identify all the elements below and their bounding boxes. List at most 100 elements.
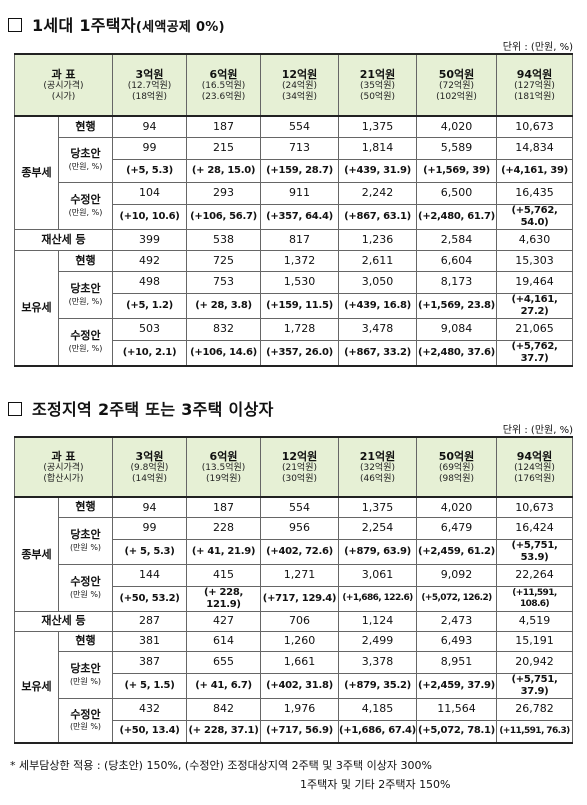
value-cell: 228 — [186, 516, 261, 540]
header-col-sub2: (14억원) — [131, 473, 168, 484]
delta-cell: (+11,591, 108.6) — [496, 585, 573, 612]
delta-cell: (+402, 72.6) — [260, 538, 339, 565]
delta-cell: (+ 228, 37.1) — [186, 719, 261, 744]
header-label-sub1: (공시가격) — [43, 462, 84, 473]
value-cell: 498 — [112, 270, 187, 294]
value-cell: 492 — [112, 249, 187, 272]
header-label-sub1: (공시가격) — [43, 80, 84, 91]
header-col-sub1: (16.5억원) — [201, 80, 246, 91]
section2-title: 조정지역 2주택 또는 3주택 이상자 — [8, 396, 274, 420]
header-col-sub2: (30억원) — [281, 473, 318, 484]
row-label-text: 당초안 — [70, 661, 101, 675]
value-cell: 725 — [186, 249, 261, 272]
delta-cell: (+1,686, 122.6) — [338, 585, 417, 612]
header-col-sub2: (18억원) — [131, 91, 168, 102]
value-cell: 427 — [186, 610, 261, 632]
header-col-sub1: (9.8억원) — [130, 462, 169, 473]
value-cell: 6,479 — [416, 516, 497, 540]
row-label-original: 당초안 (만원 %) — [58, 650, 113, 699]
row-label-current: 현행 — [58, 249, 113, 272]
delta-cell: (+159, 11.5) — [260, 292, 339, 319]
footnote-line1: * 세부담상한 적용 : (당초안) 150%, (수정안) 조정대상지역 2주… — [10, 759, 432, 772]
value-cell: 842 — [186, 697, 261, 721]
table-row: 종부세 현행 94 187 554 1,375 4,020 10,673 — [14, 496, 573, 612]
value-cell: 2,242 — [338, 181, 417, 205]
value-cell: 104 — [112, 181, 187, 205]
value-cell: 26,782 — [496, 697, 573, 721]
row-label-text: 현행 — [75, 119, 96, 133]
value-cell: 554 — [260, 496, 339, 518]
row-label-revised: 수정안 (만원 %) — [58, 563, 113, 612]
value-cell: 5,589 — [416, 136, 497, 160]
row-label-revised: 수정안 (만원, %) — [58, 181, 113, 230]
value-cell: 655 — [186, 650, 261, 674]
header-col-main: 94억원 — [516, 67, 553, 81]
delta-cell: (+879, 63.9) — [338, 538, 417, 565]
header-col-sub1: (72억원) — [438, 80, 475, 91]
header-col: 94억원 (127억원) (181억원) — [496, 53, 573, 117]
header-col: 94억원 (124억원) (176억원) — [496, 436, 573, 498]
section2-title-text: 조정지역 2주택 또는 3주택 이상자 — [32, 400, 274, 419]
delta-cell: (+357, 64.4) — [260, 203, 339, 230]
value-cell: 16,435 — [496, 181, 573, 205]
table-row: 재산세 등 287 427 706 1,124 2,473 4,519 — [14, 610, 573, 632]
value-cell: 11,564 — [416, 697, 497, 721]
header-col-sub2: (23.6억원) — [201, 91, 246, 102]
row-label-text: 당초안 — [70, 527, 101, 541]
header-col-sub1: (35억원) — [359, 80, 396, 91]
value-cell: 10,673 — [496, 496, 573, 518]
section2-header-row: 과 표 (공시가격) (합산시가) 3억원 (9.8억원) (14억원) 6억원 (1… — [14, 436, 573, 498]
delta-cell: (+2,459, 61.2) — [416, 538, 497, 565]
value-cell: 1,124 — [338, 610, 417, 632]
header-label-cell: 과 표 (공시가격) (시가) — [14, 53, 113, 117]
value-cell: 1,236 — [338, 228, 417, 251]
delta-cell: (+50, 13.4) — [112, 719, 187, 744]
value-cell: 713 — [260, 136, 339, 160]
row-label-text: 수정안 — [70, 328, 101, 342]
row-label-original: 당초안 (만원, %) — [58, 136, 113, 183]
value-cell: 4,630 — [496, 228, 573, 251]
value-cell: 10,673 — [496, 115, 573, 138]
value-cell: 2,499 — [338, 630, 417, 652]
row-label-current: 현행 — [58, 496, 113, 518]
header-col-main: 6억원 — [209, 449, 238, 463]
row-label-revised: 수정안 (만원 %) — [58, 697, 113, 744]
delta-cell: (+357, 26.0) — [260, 339, 339, 367]
value-cell: 21,065 — [496, 317, 573, 341]
value-cell: 817 — [260, 228, 339, 251]
value-cell: 2,611 — [338, 249, 417, 272]
delta-cell: (+879, 35.2) — [338, 672, 417, 699]
value-cell: 3,061 — [338, 563, 417, 587]
delta-cell: (+ 28, 3.8) — [186, 292, 261, 319]
delta-cell: (+5,072, 126.2) — [416, 585, 497, 612]
value-cell: 1,728 — [260, 317, 339, 341]
header-col: 12억원 (24억원) (34억원) — [260, 53, 339, 117]
table-row: 수정안 (만원 %) 144 415 1,271 3,061 9,092 22,264 — [15, 563, 573, 612]
delta-cell: (+5,072, 78.1) — [416, 719, 497, 744]
header-col-sub2: (50억원) — [359, 91, 396, 102]
header-col-main: 3억원 — [135, 67, 164, 81]
section1-table: 과 표 (공시가격) (시가) 3억원 (12.7억원) (18억원) 6억원 (16… — [14, 53, 573, 367]
row-label-text: 당초안 — [70, 146, 101, 160]
header-label-main: 과 표 — [51, 67, 76, 81]
row-label-unit: (만원, %) — [68, 161, 103, 171]
header-col-sub1: (13.5억원) — [201, 462, 246, 473]
value-cell: 415 — [186, 563, 261, 587]
group-label-holding: 보유세 — [14, 630, 59, 744]
value-cell: 1,372 — [260, 249, 339, 272]
header-col-main: 12억원 — [281, 449, 318, 463]
value-cell: 538 — [186, 228, 261, 251]
header-col: 6억원 (13.5억원) (19억원) — [186, 436, 261, 498]
value-cell: 20,942 — [496, 650, 573, 674]
header-col-main: 3억원 — [135, 449, 164, 463]
value-cell: 6,500 — [416, 181, 497, 205]
delta-cell: (+5,751, 37.9) — [496, 672, 573, 699]
value-cell: 144 — [112, 563, 187, 587]
value-cell: 15,191 — [496, 630, 573, 652]
header-col-sub1: (69억원) — [438, 462, 475, 473]
group-label-holding: 보유세 — [14, 249, 59, 366]
value-cell: 8,951 — [416, 650, 497, 674]
row-label-unit: (만원, %) — [68, 296, 103, 306]
row-label-text: 당초안 — [70, 281, 101, 295]
delta-cell: (+5,762, 37.7) — [496, 339, 573, 367]
